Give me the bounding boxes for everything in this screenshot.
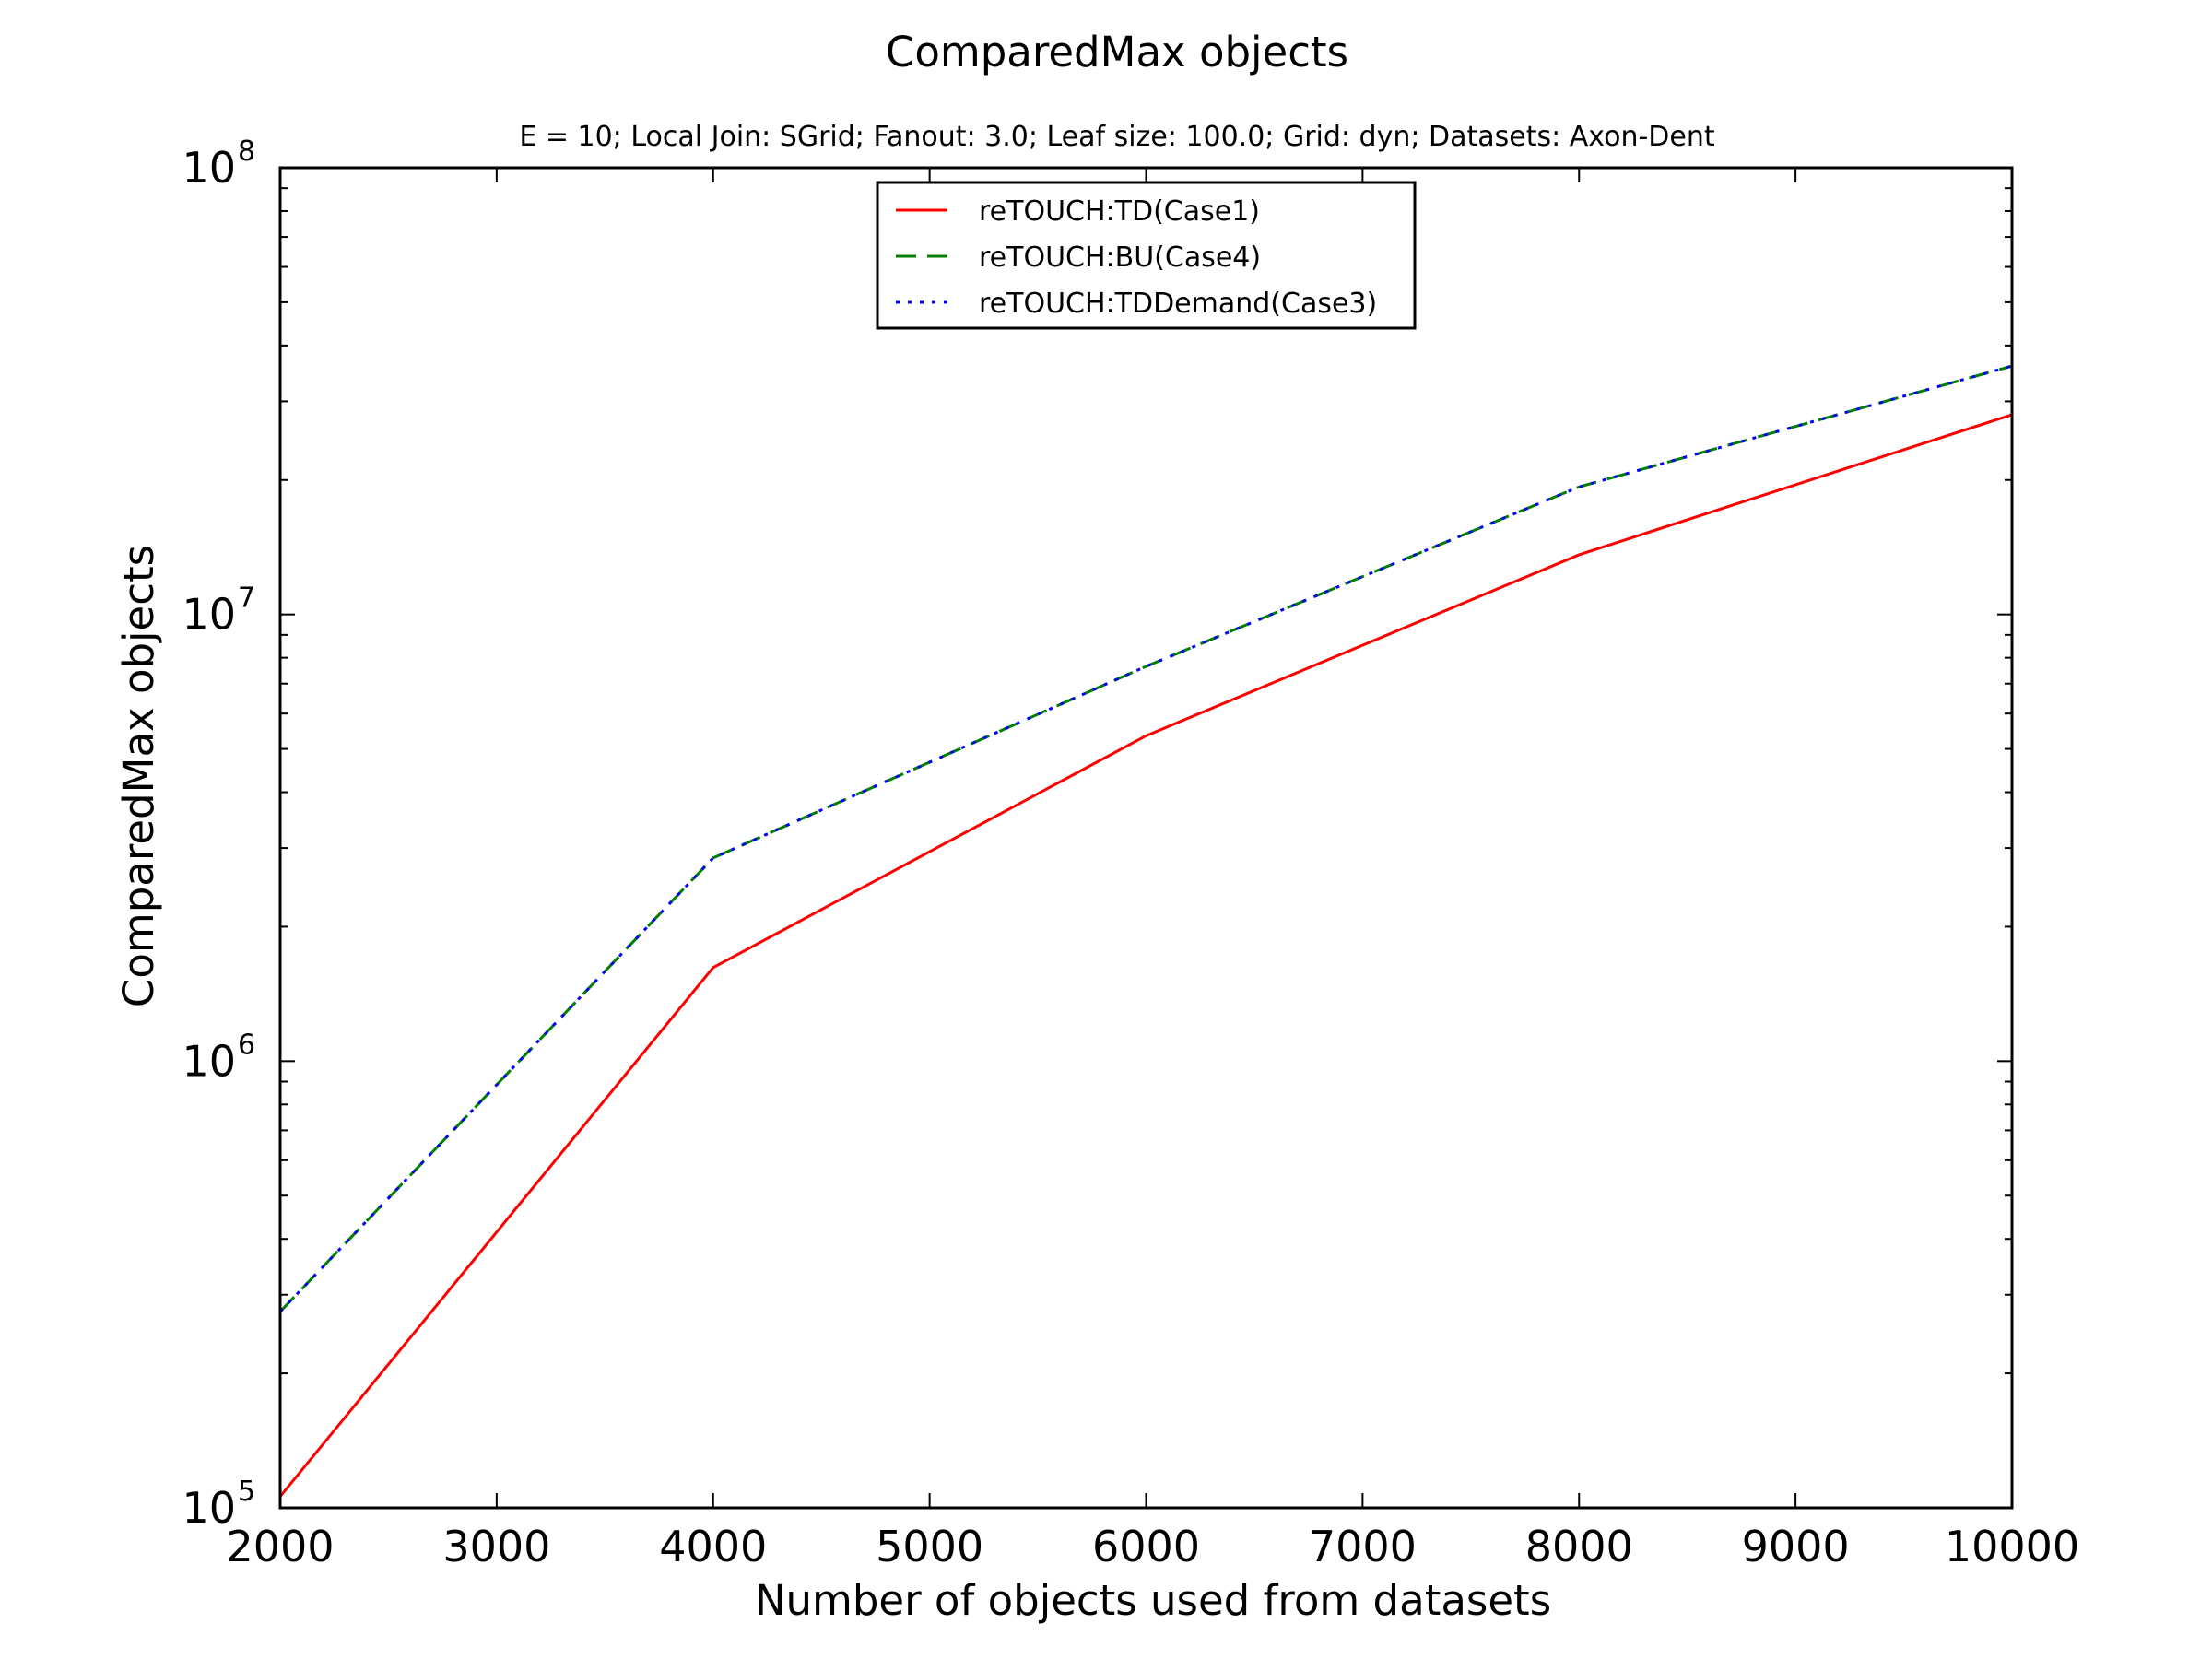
legend-label-1: reTOUCH:TD(Case1) [979,195,1260,228]
plot-frame [278,166,2014,1510]
series-line-3 [278,364,2013,1313]
y-tick-exponent: 8 [238,135,255,168]
legend-label-2: reTOUCH:BU(Case4) [979,241,1261,274]
x-tick-label: 10000 [1945,1522,2079,1571]
legend-frame [876,181,1417,330]
series-line-1 [278,413,2013,1498]
series-lines [278,364,2013,1498]
x-tick-label: 5000 [876,1522,983,1571]
x-tick-label: 6000 [1092,1522,1200,1571]
y-tick-exponent: 5 [238,1476,255,1508]
y-tick-exponent: 7 [238,582,255,615]
chart-subtitle: E = 10; Local Join: SGrid; Fanout: 3.0; … [519,121,1715,153]
series-line-2 [278,364,2013,1313]
legend: reTOUCH:TD(Case1) reTOUCH:BU(Case4) reTOUC… [876,181,1417,330]
legend-label-3: reTOUCH:TDDemand(Case3) [979,288,1377,320]
y-tick-label: 10 [182,590,236,640]
y-axis-label: ComparedMax objects [114,545,163,1007]
x-axis-label: Number of objects used from datasets [755,1576,1551,1625]
x-tick-labels: 2000 3000 4000 5000 6000 7000 8000 9000 10000 [226,1522,2079,1571]
x-tick-label: 2000 [226,1522,334,1571]
y-tick-exponent: 6 [238,1029,255,1061]
axis-ticks [279,167,2013,1509]
x-tick-label: 9000 [1742,1522,1850,1571]
x-tick-label: 4000 [659,1522,767,1571]
chart-title: ComparedMax objects [886,28,1348,76]
x-tick-label: 3000 [442,1522,550,1571]
x-tick-label: 8000 [1525,1522,1633,1571]
y-tick-label: 10 [182,1483,236,1533]
y-tick-label: 10 [182,143,236,193]
y-tick-label: 10 [182,1036,236,1086]
x-tick-label: 7000 [1309,1522,1417,1571]
